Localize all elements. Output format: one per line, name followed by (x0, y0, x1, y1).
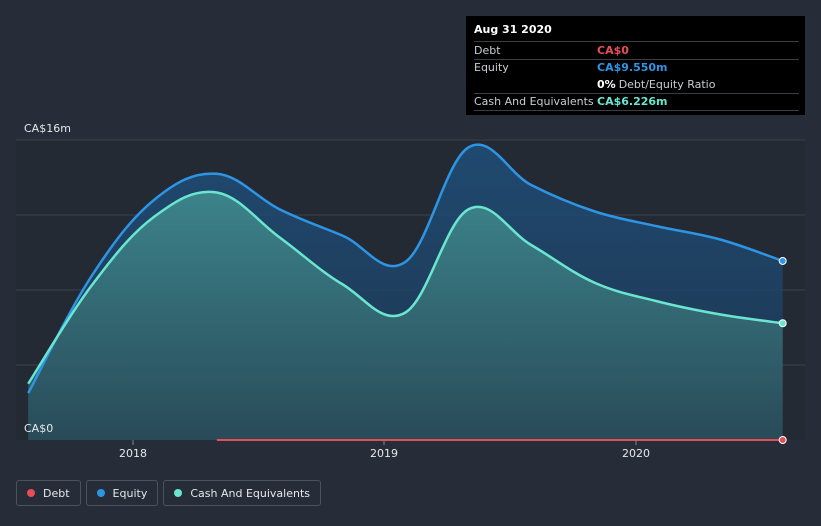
tooltip-row-equity: Equity CA$9.550m (474, 58, 799, 77)
legend-dot-icon (174, 489, 183, 497)
y-axis-top-label: CA$16m (24, 122, 71, 135)
tooltip-extra: Debt/Equity Ratio (618, 77, 716, 91)
tooltip-label: Debt (474, 43, 501, 57)
tooltip-row-debt: Debt CA$0 (474, 41, 799, 59)
cash-line (27, 190, 783, 385)
y-axis-bottom-label: CA$0 (24, 422, 54, 435)
legend-label: Equity (112, 486, 148, 500)
x-tick-label-2019: 2019 (370, 447, 398, 460)
legend-item-debt[interactable]: Debt (16, 480, 81, 506)
legend-item-cash[interactable]: Cash And Equivalents (163, 480, 321, 506)
tooltip-value: CA$6.226m (597, 95, 668, 109)
legend-item-equity[interactable]: Equity (85, 480, 159, 506)
tooltip-value: CA$0 (597, 43, 629, 57)
tooltip-row-cash: Cash And Equivalents CA$6.226m (474, 92, 799, 111)
debt-end-point (778, 436, 787, 444)
legend-label: Cash And Equivalents (190, 486, 310, 500)
legend-dot-icon (27, 489, 35, 497)
equity-line (27, 143, 784, 394)
legend-dot-icon (96, 489, 105, 497)
cash-area (28, 191, 783, 440)
tooltip-row-ratio: 0% Debt/Equity Ratio (474, 76, 799, 93)
legend: Debt Equity Cash And Equivalents (16, 480, 326, 506)
tooltip-label: Equity (474, 61, 509, 75)
x-tick-label-2020: 2020 (622, 447, 650, 460)
cash-end-point (778, 319, 787, 328)
equity-end-point (778, 256, 787, 265)
tooltip-label: Cash And Equivalents (474, 95, 594, 109)
x-tick-label-2018: 2018 (119, 447, 147, 460)
tooltip: Aug 31 2020 Debt CA$0 Equity CA$9.550m 0… (466, 16, 805, 115)
tooltip-value: CA$9.550m (597, 61, 668, 75)
tooltip-date: Aug 31 2020 (474, 23, 552, 36)
legend-label: Debt (43, 486, 70, 500)
tooltip-value: 0% (597, 77, 616, 91)
